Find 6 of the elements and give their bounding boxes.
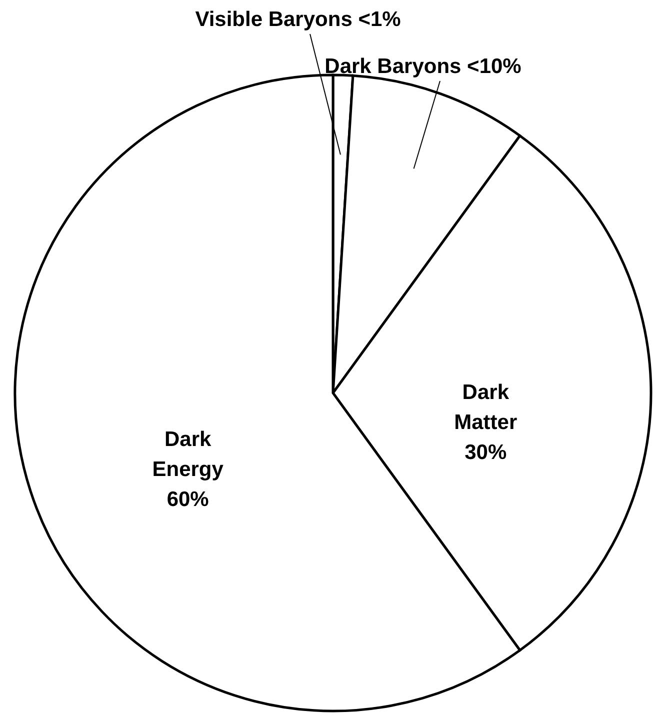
slice-label: Visible Baryons <1% [195,8,402,31]
data-label: 60% [166,488,210,512]
slice-label: Dark Baryons <10% [324,55,522,78]
slice-label: Dark Energy [152,428,224,482]
data-label: 30% [464,441,507,464]
slice-label: Dark Matter [454,381,518,434]
